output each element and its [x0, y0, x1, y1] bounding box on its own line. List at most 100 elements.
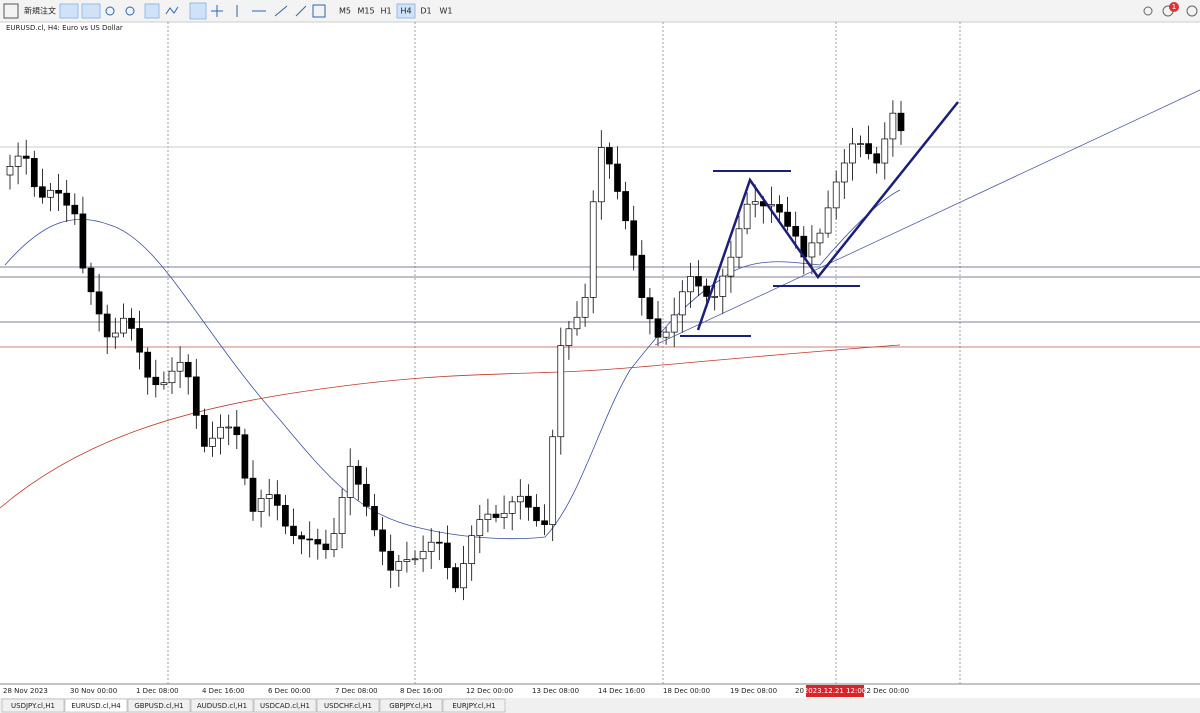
candle-body	[14, 155, 22, 167]
time-label: 6 Dec 00:00	[268, 687, 311, 695]
candle-body	[282, 505, 289, 527]
tab-label[interactable]: USDJPY.cl,H1	[11, 702, 55, 710]
tab[interactable]	[253, 698, 317, 713]
candle-body	[201, 415, 208, 447]
candle-body	[581, 297, 589, 318]
indicator-tool[interactable]	[165, 6, 179, 15]
timeframe-button[interactable]: M5	[339, 7, 351, 16]
candle-body	[630, 220, 638, 256]
cursor-tool[interactable]	[189, 2, 207, 20]
trendline-tool[interactable]	[274, 5, 288, 17]
candle-body	[751, 201, 759, 205]
time-label: 18 Dec 00:00	[663, 687, 710, 695]
candle-body	[338, 497, 346, 534]
candle-body	[379, 529, 386, 552]
candle-body	[354, 465, 362, 485]
tab-label[interactable]: GBPUSD.cl,H1	[134, 702, 183, 710]
timeframe-button[interactable]: H4	[400, 7, 411, 16]
time-label: 14 Dec 16:00	[598, 687, 645, 695]
tab[interactable]	[379, 698, 443, 713]
candle-body	[460, 563, 467, 589]
candle-body	[444, 542, 451, 568]
candle-body	[703, 285, 710, 297]
candle-body	[452, 567, 459, 589]
window-controls	[1143, 2, 1198, 17]
candle-body	[395, 561, 403, 571]
tabs: USDJPY.cl,H1 EURUSD.cl,H4 GBPUSD.cl,H1 AUDU…	[1, 698, 506, 713]
candle-body	[346, 465, 354, 498]
candle-body	[6, 165, 14, 176]
tab-label[interactable]: AUDUSD.cl,H1	[197, 702, 247, 710]
candle-body	[241, 434, 249, 479]
candle-body	[103, 313, 111, 338]
candle-body	[500, 512, 508, 518]
tab-label[interactable]: USDCAD.cl,H1	[260, 702, 310, 710]
time-label: 22 Dec 00:00	[862, 687, 909, 695]
candle-body	[330, 533, 338, 551]
candle-body	[152, 376, 160, 386]
candle-body	[719, 275, 727, 297]
candle-body	[273, 494, 281, 506]
candle-body	[363, 483, 370, 507]
search[interactable]	[1143, 6, 1153, 16]
candle-body	[646, 297, 654, 320]
timeframe-button[interactable]: M15	[357, 7, 374, 16]
zoom-out[interactable]	[125, 6, 135, 16]
candle-body	[727, 256, 735, 277]
candle-body	[128, 317, 135, 329]
channel-tool[interactable]	[295, 5, 307, 17]
tab[interactable]	[127, 698, 191, 713]
candle-body	[606, 147, 613, 165]
candle-body	[184, 361, 192, 378]
timeframe-button[interactable]: H1	[380, 7, 391, 16]
candle-body	[306, 538, 314, 541]
candle-body	[71, 204, 79, 215]
candle-body	[63, 192, 71, 206]
candle-body	[533, 506, 540, 522]
candle-body	[411, 558, 419, 561]
candle-body	[249, 477, 257, 512]
time-label: 12 Dec 00:00	[466, 687, 513, 695]
tab-label[interactable]: EURUSD.cl,H4	[71, 702, 121, 710]
time-label: 1 Dec 08:00	[136, 687, 179, 695]
timeframe-bar: M5 M15 H1 H4 D1 W1	[339, 3, 453, 19]
time-label: 28 Nov 2023	[3, 687, 48, 695]
candle-body	[427, 541, 435, 552]
candle-body	[209, 437, 216, 447]
candle-body	[387, 550, 395, 571]
tool-button[interactable]	[144, 3, 160, 19]
time-label: 30 Nov 00:00	[70, 687, 117, 695]
community[interactable]	[1186, 5, 1198, 17]
timeframe-button[interactable]: W1	[440, 7, 453, 16]
time-label: 19 Dec 08:00	[730, 687, 777, 695]
timeframe-button[interactable]: D1	[420, 7, 431, 16]
fibo-tool[interactable]	[312, 4, 326, 18]
zoom-in[interactable]	[105, 6, 115, 16]
candle-body	[573, 316, 581, 330]
candle-body	[824, 207, 832, 234]
order-button[interactable]: 新規注文	[24, 6, 56, 16]
candle-body	[622, 191, 629, 222]
tab[interactable]	[190, 698, 254, 713]
time-labels: 28 Nov 2023 30 Nov 00:00 1 Dec 08:00 4 Dec …	[3, 685, 909, 697]
candle-body	[225, 426, 233, 429]
order-icon[interactable]	[3, 3, 19, 19]
candle-body	[638, 254, 646, 298]
tool-button[interactable]	[59, 3, 79, 19]
candle-body	[735, 228, 743, 258]
candle-body	[39, 186, 46, 198]
candle-body	[516, 495, 524, 503]
tab-label[interactable]: USDCHF.cl,H1	[324, 702, 372, 710]
tab[interactable]	[442, 698, 506, 713]
tab-label[interactable]: GBPJPY.cl,H1	[389, 702, 432, 710]
badge-count: 1	[1172, 3, 1176, 11]
cursor-time-box	[806, 685, 864, 697]
tab[interactable]	[1, 698, 65, 713]
candle-body	[314, 539, 322, 545]
candle-body	[484, 513, 492, 520]
candle-body	[541, 520, 548, 525]
tool-button[interactable]	[81, 3, 101, 19]
tab-label[interactable]: EURJPY.cl,H1	[452, 702, 495, 710]
tab[interactable]	[316, 698, 380, 713]
tab-active[interactable]	[64, 698, 128, 713]
